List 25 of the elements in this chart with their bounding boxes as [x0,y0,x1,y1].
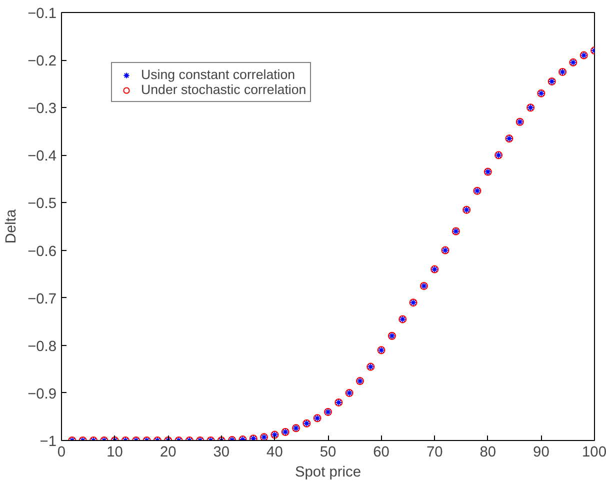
x-axis-title: Spot price [295,464,362,480]
x-tick-label: 40 [266,444,283,460]
y-tick-label: −0.4 [28,148,57,165]
y-tick-label: −0.2 [28,54,57,70]
y-tick-label: −0.5 [28,196,57,212]
y-tick-label: −0.7 [28,291,57,308]
x-tick-label: 20 [160,444,176,460]
x-tick-label: 100 [582,444,606,460]
x-tick-label: 50 [320,444,336,460]
x-tick-label: 10 [106,444,123,460]
x-tick-label: 90 [533,444,550,460]
x-tick-label: 80 [480,444,496,460]
legend-label: Under stochastic correlation [141,82,306,97]
x-tick-label: 60 [373,444,390,460]
y-tick-label: −1 [40,434,57,450]
x-tick-label: 0 [57,444,66,460]
y-tick-label: −0.8 [28,338,57,355]
legend-label: Using constant correlation [141,67,296,82]
x-tick-label: 30 [213,444,230,460]
y-tick-label: −0.1 [28,6,57,22]
y-tick-label: −0.3 [28,101,57,118]
y-tick-label: −0.6 [28,244,57,260]
x-tick-label: 70 [426,444,443,460]
y-axis-title: Delta [4,208,20,244]
y-tick-label: −0.9 [28,386,57,402]
